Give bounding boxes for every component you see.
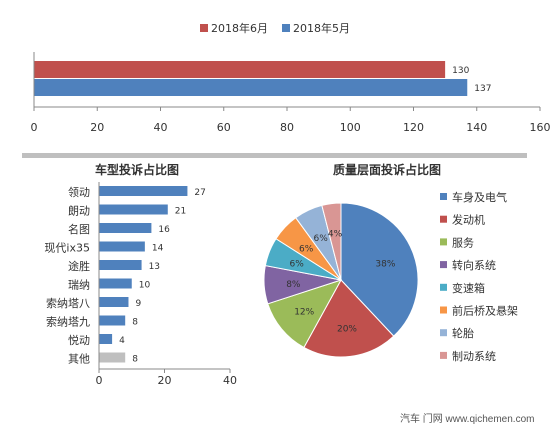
top-bar-value-0: 130 — [452, 66, 469, 76]
pie-legend-swatch-6 — [440, 329, 447, 337]
model-bar-value-3: 14 — [152, 244, 164, 254]
model-label-8: 悦动 — [68, 333, 90, 347]
top-x-tick-6: 120 — [403, 121, 424, 134]
model-bar-value-0: 27 — [194, 188, 205, 198]
pie-title: 质量层面投诉占比图 — [333, 162, 441, 177]
model-x-tick-0: 0 — [96, 374, 103, 387]
model-bar-value-5: 10 — [139, 281, 151, 291]
model-bar-1 — [99, 204, 168, 215]
pie-slice-0 — [340, 202, 419, 337]
pie-legend-swatch-5 — [440, 306, 447, 314]
top-x-tick-2: 40 — [154, 121, 168, 134]
top-bar-1 — [34, 79, 468, 96]
pie-legend-swatch-2 — [440, 238, 447, 246]
section-divider — [22, 153, 527, 158]
watermark: 汽车 门网 www.qichemen.com — [400, 414, 535, 425]
pie-slice-label-6: 6% — [314, 234, 329, 244]
model-label-9: 其他 — [68, 353, 90, 366]
model-bar-value-2: 16 — [158, 225, 170, 235]
model-chart-title: 车型投诉占比图 — [95, 162, 179, 177]
model-bar-3 — [99, 241, 145, 252]
model-label-1: 朗动 — [68, 205, 90, 218]
pie-legend-label-6: 轮胎 — [452, 326, 474, 340]
pie-slice-label-1: 20% — [337, 324, 357, 334]
pie-legend-label-0: 车身及电气 — [452, 190, 507, 204]
model-bar-value-6: 9 — [135, 299, 141, 309]
pie-slice-7 — [321, 202, 342, 281]
legend-label-0: 2018年6月 — [211, 21, 268, 35]
model-bar-0 — [99, 186, 188, 196]
pie-legend-label-5: 前后桥及悬架 — [452, 304, 518, 318]
pie-legend-label-2: 服务 — [452, 236, 474, 249]
model-bar-8 — [99, 334, 113, 344]
pie-legend-label-7: 制动系统 — [452, 350, 496, 363]
top-bar-value-1: 137 — [474, 84, 491, 94]
legend-swatch-0 — [200, 24, 208, 32]
model-x-tick-2: 40 — [223, 374, 237, 387]
top-bar-0 — [34, 61, 446, 78]
model-bar-7 — [99, 315, 126, 326]
top-x-tick-1: 20 — [90, 121, 104, 134]
pie-legend-swatch-7 — [440, 351, 447, 359]
top-x-tick-5: 100 — [340, 121, 361, 134]
top-x-tick-3: 60 — [217, 121, 231, 134]
model-bar-4 — [99, 260, 142, 270]
pie-legend-label-3: 转向系统 — [452, 258, 496, 272]
top-x-tick-4: 80 — [280, 121, 294, 134]
top-x-tick-0: 0 — [31, 121, 38, 134]
pie-slice-label-5: 6% — [299, 244, 314, 254]
pie-legend-swatch-3 — [440, 261, 447, 269]
pie-slice-label-4: 6% — [289, 259, 304, 269]
model-label-0: 领动 — [68, 186, 90, 199]
pie-slice-label-2: 12% — [294, 307, 314, 317]
legend-swatch-1 — [282, 24, 290, 32]
pie-legend-swatch-4 — [440, 283, 447, 291]
model-bar-value-4: 13 — [149, 262, 160, 272]
model-label-4: 途胜 — [68, 259, 90, 273]
model-bar-2 — [99, 223, 152, 233]
legend-label-1: 2018年5月 — [293, 21, 350, 35]
model-bar-5 — [99, 278, 132, 289]
pie-slice-label-3: 8% — [286, 280, 301, 290]
model-label-5: 瑞纳 — [68, 278, 90, 292]
model-bar-6 — [99, 297, 129, 307]
pie-slice-label-0: 38% — [375, 259, 395, 269]
pie-legend-swatch-0 — [440, 193, 447, 200]
model-label-7: 索纳塔九 — [46, 315, 90, 329]
pie-legend-label-1: 发动机 — [452, 213, 485, 227]
model-bar-value-1: 21 — [175, 207, 186, 217]
top-x-tick-8: 160 — [530, 121, 551, 134]
pie-legend-swatch-1 — [440, 215, 447, 223]
top-x-tick-7: 140 — [466, 121, 487, 134]
model-bar-value-9: 8 — [132, 355, 138, 365]
model-label-3: 现代ix35 — [44, 242, 90, 255]
pie-legend-label-4: 变速箱 — [452, 281, 485, 295]
model-label-2: 名图 — [68, 222, 90, 236]
model-label-6: 索纳塔八 — [46, 296, 90, 310]
pie-slice-label-7: 4% — [328, 230, 343, 240]
model-bar-value-7: 8 — [132, 318, 138, 328]
pie-slice-1 — [303, 279, 395, 358]
model-bar-value-8: 4 — [119, 336, 125, 346]
model-bar-9 — [99, 352, 126, 363]
model-x-tick-1: 20 — [158, 374, 172, 387]
